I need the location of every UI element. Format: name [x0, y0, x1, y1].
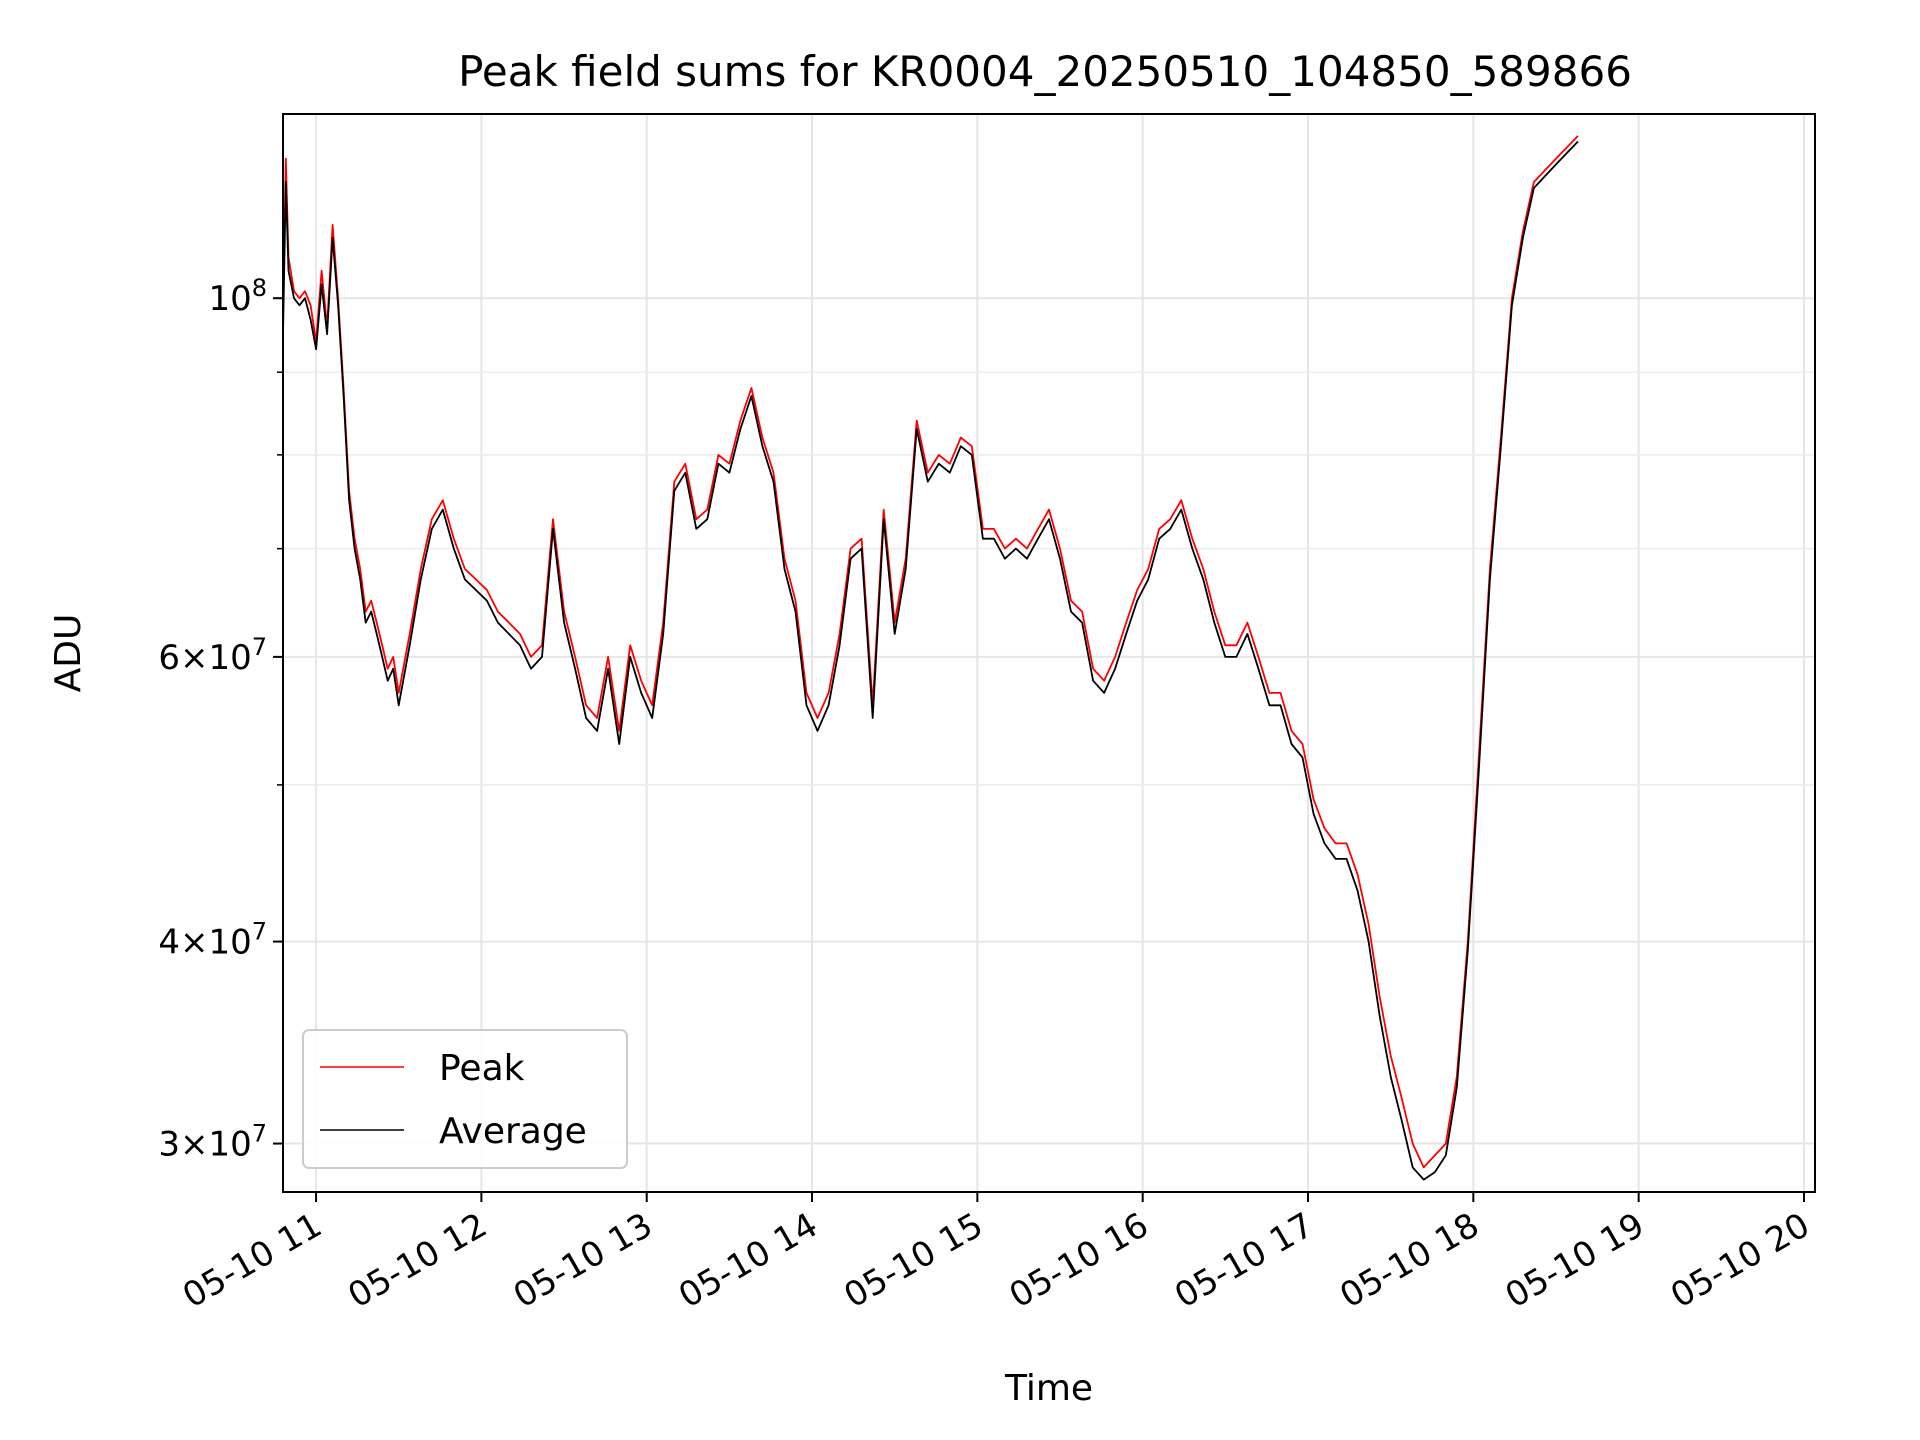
grid [283, 114, 1815, 1192]
legend-box [302, 1029, 628, 1169]
x-axis-label: Time [1004, 1368, 1093, 1409]
y-tick-label: 6×107 [158, 633, 267, 678]
plot-area-frame [282, 113, 1816, 1193]
series-line-average [282, 140, 1579, 1181]
chart-title: Peak field sums for KR0004_20250510_1048… [458, 47, 1632, 96]
y-tick-label: 4×107 [158, 918, 267, 963]
y-tick-label: 3×107 [158, 1120, 267, 1165]
legend-label-average: Average [439, 1111, 587, 1152]
legend-label-peak: Peak [439, 1048, 525, 1089]
legend: Peak Average [302, 1029, 628, 1169]
y-axis-ticks: 3×107 4×107 6×107 108 [158, 274, 283, 1165]
series-layer [282, 135, 1579, 1181]
y-axis-label: ADU [48, 614, 89, 693]
y-tick-label: 108 [208, 274, 267, 319]
